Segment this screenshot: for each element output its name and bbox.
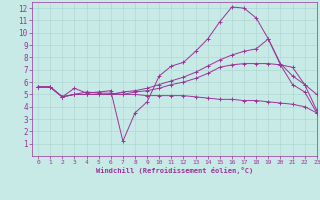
X-axis label: Windchill (Refroidissement éolien,°C): Windchill (Refroidissement éolien,°C) bbox=[96, 167, 253, 174]
